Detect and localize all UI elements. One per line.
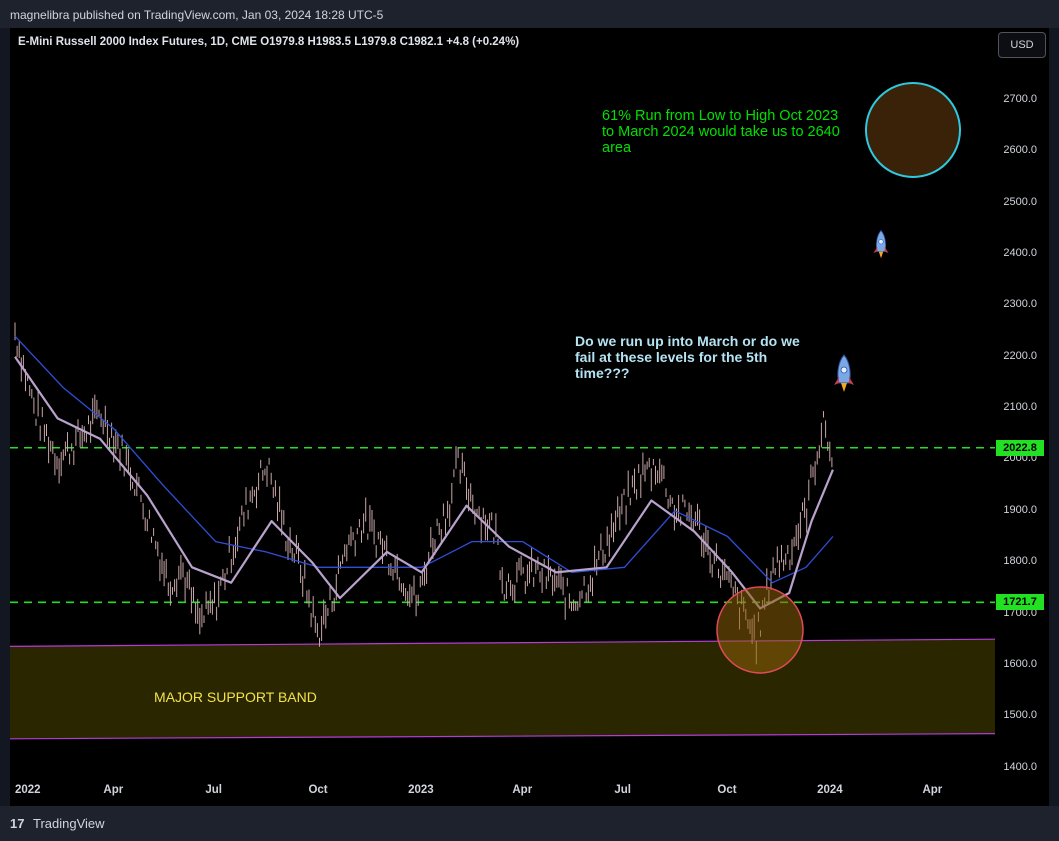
support-band-label: MAJOR SUPPORT BAND [154, 689, 317, 705]
price-tick-label: 2100.0 [1003, 401, 1037, 414]
time-tick-label: Apr [103, 784, 124, 796]
low-highlight-circle [716, 586, 804, 674]
price-tick-label: 2200.0 [1003, 349, 1037, 362]
price-tick-label: 1500.0 [1003, 709, 1037, 722]
publisher-header: magnelibra published on TradingView.com,… [0, 0, 1059, 28]
price-level-tag: 2022.8 [996, 439, 1044, 456]
rocket-icon [873, 229, 889, 259]
price-tick-label: 1900.0 [1003, 503, 1037, 516]
price-chart[interactable]: E-Mini Russell 2000 Index Futures, 1D, C… [10, 28, 1049, 806]
run-target-note: 61% Run from Low to High Oct 2023 to Mar… [602, 108, 840, 156]
support-upper-line [10, 638, 996, 647]
currency-button[interactable]: USD [998, 32, 1046, 58]
time-tick-label: Oct [308, 784, 328, 796]
price-tick-label: 1600.0 [1003, 657, 1037, 670]
price-tick-label: 2600.0 [1003, 144, 1037, 157]
price-tick-label: 2400.0 [1003, 247, 1037, 260]
support-lower-line [10, 733, 996, 740]
time-tick-label: Jul [614, 784, 631, 796]
time-tick-label: Oct [717, 784, 737, 796]
price-tick-label: 1400.0 [1003, 760, 1037, 773]
chart-canvas[interactable] [10, 28, 1049, 806]
ma-slow-line [14, 335, 834, 584]
footer-bar: 17 TradingView [0, 806, 1059, 841]
price-tick-label: 1800.0 [1003, 555, 1037, 568]
brand-name: TradingView [33, 816, 105, 831]
time-tick-label: 2022 [15, 784, 41, 796]
price-tick-label: 2500.0 [1003, 195, 1037, 208]
price-tick-label: 2700.0 [1003, 93, 1037, 105]
price-tick-label: 2300.0 [1003, 298, 1037, 311]
rocket-icon [834, 354, 854, 392]
time-tick-label: 2023 [408, 784, 434, 796]
time-tick-label: Jul [205, 784, 222, 796]
target-circle [865, 82, 961, 178]
time-tick-label: 2024 [817, 784, 843, 796]
time-tick-label: Apr [512, 784, 533, 796]
tradingview-logo-icon: 17 [10, 816, 25, 831]
question-note: Do we run up into March or do we fail at… [575, 333, 800, 381]
time-tick-label: Apr [922, 784, 943, 796]
price-level-tag: 1721.7 [996, 594, 1044, 611]
publisher-text: magnelibra published on TradingView.com,… [10, 8, 384, 22]
symbol-ohlc-legend: E-Mini Russell 2000 Index Futures, 1D, C… [18, 36, 520, 48]
